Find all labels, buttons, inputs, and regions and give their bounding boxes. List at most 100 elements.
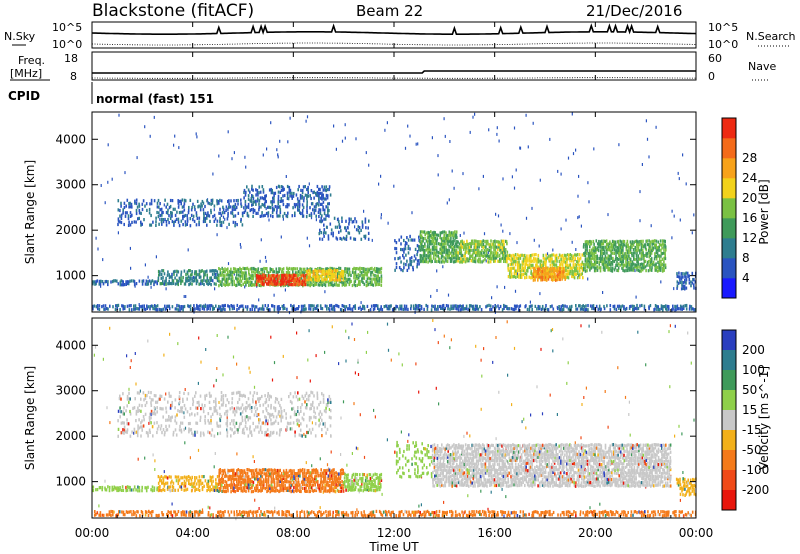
echo-cell [306,211,308,215]
echo-cell [128,205,130,209]
echo-cell [177,488,179,492]
echo-cell [501,239,504,243]
echo-cell [593,263,595,267]
echo-cell [206,199,208,203]
echo-cell [154,459,156,463]
echo-cell [274,506,276,510]
echo-cell [508,513,511,517]
echo-cell [122,307,124,311]
echo-cell [355,446,357,450]
echo-cell [681,275,683,279]
echo-cell [571,266,573,270]
echo-cell [501,248,504,252]
echo-cell [655,257,658,261]
echo-cell [269,269,272,274]
echo-cell [114,307,117,311]
echo-cell [357,229,360,233]
echo-cell [658,263,660,267]
echo-cell [446,253,449,257]
echo-cell [584,251,586,255]
echo-cell [593,257,595,261]
echo-cell [433,242,435,246]
echo-cell [362,267,365,271]
echo-cell [169,198,172,203]
echo-cell [126,488,129,492]
echo-cell [98,513,100,517]
echo-cell [577,194,579,198]
echo-cell [556,273,558,277]
echo-cell [624,395,627,399]
echo-cell [322,196,325,200]
echo-cell [331,280,333,284]
echo-cell [219,282,222,286]
echo-cell [180,487,183,491]
echo-cell [313,277,316,281]
echo-cell [141,279,144,283]
echo-cell [195,272,198,277]
echo-cell [570,304,573,308]
echo-cell [682,281,685,285]
echo-cell [624,307,627,311]
echo-cell [240,202,242,206]
echo-cell [247,268,250,272]
echo-cell [623,307,625,311]
echo-cell [326,267,328,271]
echo-cell [610,266,612,270]
echo-cell [191,270,193,274]
echo-cell [254,274,257,278]
echo-cell [299,511,301,515]
echo-cell [536,510,538,514]
echo-cell [468,513,471,517]
echo-cell [504,248,507,252]
echo-cell [476,304,478,308]
echo-cell [278,269,281,274]
echo-cell [162,476,164,480]
echo-cell [598,510,601,514]
echo-cell [299,273,301,277]
echo-cell [598,304,601,308]
echo-cell [423,514,426,518]
echo-cell [241,511,243,515]
echo-cell [576,307,579,311]
echo-cell [660,265,662,269]
echo-cell [519,266,522,270]
echo-cell [395,251,398,255]
echo-cell [412,238,414,242]
echo-cell [219,216,221,221]
echo-cell [514,253,517,257]
echo-cell [547,277,550,281]
echo-cell [537,253,540,258]
echo-cell [581,262,583,266]
echo-cell [416,253,418,257]
echo-cell [574,272,576,276]
echo-cell [426,509,429,513]
echo-cell [629,257,632,261]
echo-cell [678,514,681,518]
echo-cell [608,513,610,517]
echo-cell [543,257,546,261]
echo-cell [121,304,123,308]
echo-cell [160,217,163,221]
echo-cell [474,245,477,250]
echo-cell [407,439,409,443]
echo-cell [133,280,136,284]
echo-cell [264,276,267,280]
echo-cell [125,282,127,286]
echo-cell [239,270,241,274]
echo-cell [539,265,542,269]
echo-cell [607,213,609,217]
echo-cell [184,213,187,218]
echo-cell [258,507,260,510]
echo-cell [607,242,609,246]
echo-cell [255,283,258,287]
echo-cell [113,485,116,489]
echo-cell [556,269,558,274]
echo-cell [658,245,660,249]
echo-cell [378,509,381,514]
echo-cell [658,260,661,264]
echo-cell [124,305,126,309]
echo-cell [303,196,305,200]
echo-cell [451,240,453,244]
echo-cell [248,513,250,517]
echo-cell [188,513,190,517]
